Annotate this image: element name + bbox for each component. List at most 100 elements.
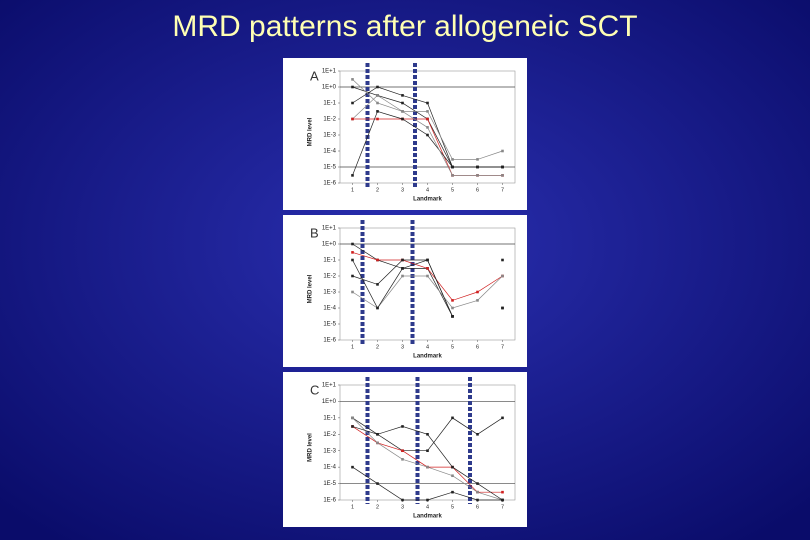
data-point [426,432,429,436]
data-point [351,290,354,294]
data-point [351,465,354,469]
y-tick-label: 1E-4 [323,149,336,155]
data-point [351,174,354,177]
plot-area [339,227,516,341]
x-tick-label: 1 [351,187,354,193]
x-tick-label: 2 [376,504,379,510]
data-point [451,174,454,177]
y-tick-label: 1E+1 [322,69,337,75]
data-point [426,117,429,121]
x-tick-label: 2 [376,344,379,350]
y-tick-label: 1E-2 [323,432,336,438]
data-point [476,158,479,161]
data-point [351,274,354,278]
data-point [501,416,504,420]
slide-title: MRD patterns after allogeneic SCT [172,10,637,43]
data-point [401,101,404,105]
data-point [451,474,454,478]
x-axis-label: Landmark [413,354,442,360]
data-point [426,110,429,113]
y-tick-label: 1E-3 [323,448,336,454]
y-tick-label: 1E-5 [323,481,336,487]
data-point [376,85,379,89]
data-point [426,267,429,270]
data-point [476,299,479,302]
x-tick-label: 7 [501,187,504,193]
x-tick-label: 5 [451,187,454,193]
x-tick-label: 4 [426,187,429,193]
data-point [401,498,404,502]
data-point [426,101,429,105]
data-point [426,133,429,137]
data-point [476,432,479,436]
data-point [426,126,429,129]
data-point [376,283,379,286]
data-point [426,258,429,262]
y-tick-label: 1E-2 [323,117,336,123]
data-point [426,274,429,278]
panel-letter: B [310,225,319,240]
data-point [351,251,354,254]
y-tick-label: 1E-6 [323,498,336,504]
x-tick-label: 7 [501,504,504,510]
data-point [351,242,354,246]
x-tick-label: 5 [451,344,454,350]
data-point [476,165,479,169]
y-tick-label: 1E-4 [323,306,336,312]
x-axis-label: Landmark [413,197,442,203]
data-point [476,290,479,294]
panel-letter: A [310,68,319,83]
data-point [451,165,454,169]
x-tick-label: 1 [351,504,354,510]
data-point [476,174,479,177]
data-point [351,258,354,262]
x-tick-label: 7 [501,344,504,350]
data-point [376,306,379,310]
data-point [501,306,504,310]
data-point [376,441,379,445]
data-point [401,458,404,461]
y-axis-label: MRD level [308,117,314,146]
y-axis-label: MRD level [308,274,314,303]
data-point [351,117,354,121]
x-tick-label: 4 [426,344,429,350]
data-point [376,117,379,121]
data-point [351,416,354,420]
x-tick-label: 3 [401,344,404,350]
x-axis-label: Landmark [413,514,442,520]
data-point [376,258,379,262]
x-tick-label: 6 [476,344,479,350]
data-point [426,449,429,453]
data-point [451,158,454,161]
data-point [376,94,379,97]
y-tick-label: 1E+0 [322,242,337,248]
y-tick-label: 1E-3 [323,133,336,139]
x-tick-label: 5 [451,504,454,510]
data-point [401,258,404,262]
y-tick-label: 1E-5 [323,322,336,328]
data-point [476,490,479,494]
y-tick-label: 1E+0 [322,85,337,91]
x-tick-label: 3 [401,504,404,510]
data-point [501,498,504,502]
data-point [501,258,504,262]
data-point [401,425,404,428]
data-point [501,149,504,153]
data-point [426,498,429,502]
x-tick-label: 2 [376,187,379,193]
data-point [351,101,354,105]
data-point [351,85,354,89]
data-point [401,449,404,453]
data-point [426,465,429,469]
data-point [376,432,379,436]
data-point [351,78,354,81]
y-tick-label: 1E-1 [323,258,336,264]
x-tick-label: 4 [426,504,429,510]
x-tick-label: 6 [476,187,479,193]
y-tick-label: 1E-6 [323,338,336,344]
data-point [501,165,504,169]
y-axis-label: MRD level [308,433,314,462]
data-point [501,274,504,278]
data-point [476,482,479,485]
